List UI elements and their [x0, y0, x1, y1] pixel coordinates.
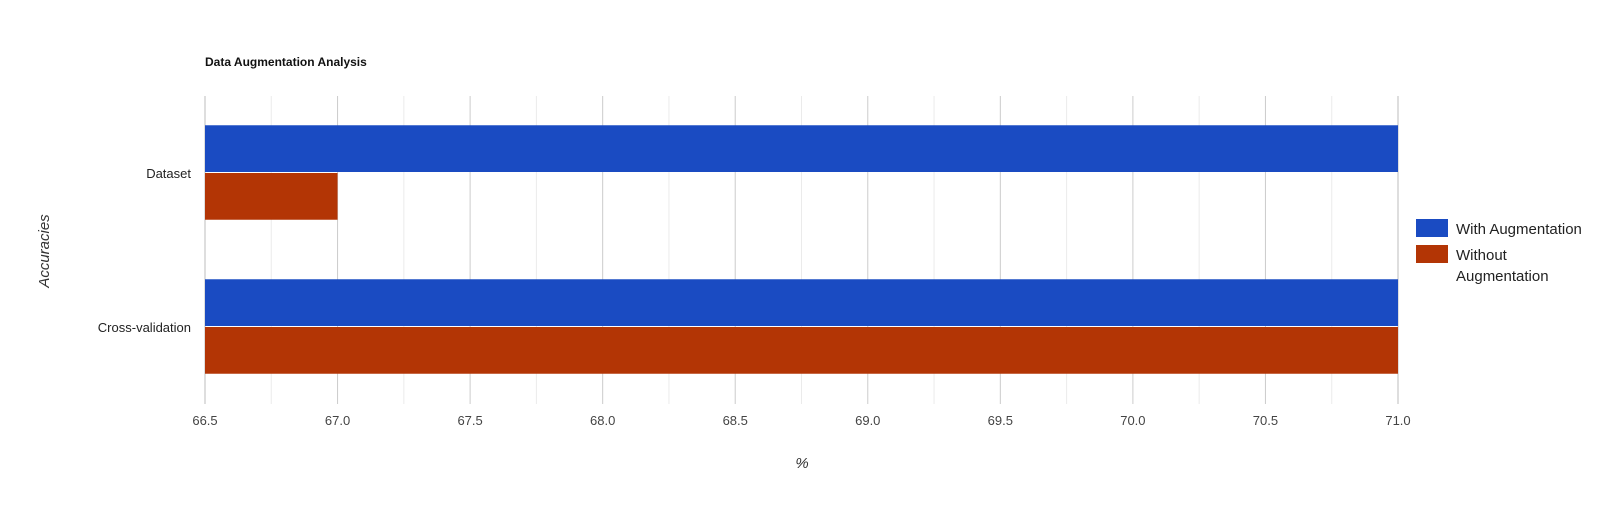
x-tick-label: 68.0 [590, 413, 615, 428]
x-tick-label: 68.5 [723, 413, 748, 428]
x-tick-label: 71.0 [1385, 413, 1410, 428]
x-tick-label: 69.5 [988, 413, 1013, 428]
legend-label: With Augmentation [1456, 221, 1582, 238]
legend-label: Augmentation [1456, 268, 1549, 285]
legend-swatch [1416, 219, 1448, 237]
x-tick-label: 69.0 [855, 413, 880, 428]
x-tick-labels: 66.5 67.0 67.5 68.0 68.5 69.0 69.5 70.0 70.5 71.0 [192, 413, 1410, 428]
y-axis-title: Accuracies [36, 214, 53, 289]
x-axis-title: % [795, 455, 808, 472]
legend-label: Without [1456, 247, 1508, 264]
y-tick-labels: Dataset Cross-validation [98, 166, 192, 335]
x-tick-label: 66.5 [192, 413, 217, 428]
x-tick-label: 70.5 [1253, 413, 1278, 428]
x-tick-label: 67.5 [457, 413, 482, 428]
bar [205, 327, 1398, 374]
x-tick-label: 70.0 [1120, 413, 1145, 428]
bar [205, 125, 1398, 172]
legend-item: Without Augmentation [1416, 245, 1549, 285]
legend: With Augmentation Without Augmentation [1416, 219, 1582, 285]
legend-item: With Augmentation [1416, 219, 1582, 238]
y-tick-label: Dataset [146, 166, 191, 181]
bar [205, 173, 338, 220]
y-tick-label: Cross-validation [98, 320, 191, 335]
bars [205, 125, 1398, 374]
chart-title: Data Augmentation Analysis [205, 55, 367, 69]
x-tick-label: 67.0 [325, 413, 350, 428]
bar [205, 279, 1398, 326]
legend-swatch [1416, 245, 1448, 263]
